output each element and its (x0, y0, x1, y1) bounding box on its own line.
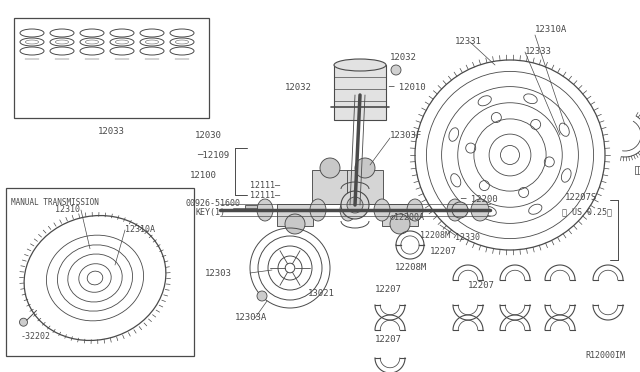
Circle shape (347, 197, 363, 213)
Text: 12207: 12207 (468, 280, 495, 289)
Bar (14, 18, 209, 118)
Ellipse shape (340, 199, 356, 221)
Circle shape (355, 158, 375, 178)
Circle shape (320, 158, 340, 178)
Text: 12207: 12207 (375, 336, 402, 344)
Text: 12032: 12032 (390, 52, 417, 61)
Ellipse shape (407, 199, 423, 221)
Bar (6, 188, 194, 356)
Bar (277, 204, 313, 226)
Text: 12032: 12032 (285, 83, 312, 92)
Ellipse shape (374, 199, 390, 221)
Text: 12331: 12331 (455, 38, 482, 46)
Circle shape (285, 214, 305, 234)
Text: 12303: 12303 (205, 269, 232, 278)
Text: MANUAL TRANSMISSION: MANUAL TRANSMISSION (11, 198, 99, 207)
Text: 12330: 12330 (455, 234, 480, 243)
Text: ⊙12200A: ⊙12200A (390, 214, 425, 222)
Text: 13021: 13021 (308, 289, 335, 298)
Text: 12100: 12100 (190, 170, 217, 180)
Text: 12310A: 12310A (125, 225, 155, 234)
Circle shape (452, 202, 468, 218)
Text: 12208M: 12208M (395, 263, 428, 273)
Ellipse shape (334, 59, 386, 71)
Ellipse shape (471, 199, 489, 221)
Text: ─12109: ─12109 (197, 151, 229, 160)
Circle shape (351, 86, 369, 104)
Text: 12207S: 12207S (565, 193, 597, 202)
Text: 12111─: 12111─ (250, 180, 280, 189)
Text: 12030: 12030 (195, 131, 222, 140)
Text: R12000IM: R12000IM (585, 351, 625, 360)
Circle shape (19, 318, 28, 326)
Text: 12310A: 12310A (535, 26, 567, 35)
Text: 12333: 12333 (525, 48, 552, 57)
Text: 〈 US 0.25〉: 〈 US 0.25〉 (562, 208, 612, 217)
Circle shape (257, 291, 267, 301)
Bar (334, 65, 386, 120)
Ellipse shape (257, 199, 273, 221)
Circle shape (390, 214, 410, 234)
Text: 12207: 12207 (430, 247, 457, 257)
Ellipse shape (310, 199, 326, 221)
Text: KEY(1): KEY(1) (195, 208, 225, 218)
Bar (312, 170, 348, 204)
Text: 12111─: 12111─ (250, 190, 280, 199)
Text: 12033: 12033 (97, 128, 124, 137)
Circle shape (391, 65, 401, 75)
Text: 12303F: 12303F (390, 131, 422, 140)
Text: 12310: 12310 (55, 205, 80, 215)
Text: 12207: 12207 (375, 285, 402, 295)
Bar (245, 205, 257, 211)
Bar (347, 170, 383, 204)
Text: 12303A: 12303A (235, 314, 268, 323)
Text: 12208M: 12208M (420, 231, 450, 240)
Text: ─ 12010: ─ 12010 (388, 83, 426, 92)
Bar (382, 204, 418, 226)
Text: ─ 12200: ─ 12200 (460, 196, 498, 205)
Text: -32202: -32202 (20, 332, 51, 341)
Text: 00926-51600: 00926-51600 (185, 199, 240, 208)
Ellipse shape (447, 199, 463, 221)
Circle shape (341, 191, 369, 219)
